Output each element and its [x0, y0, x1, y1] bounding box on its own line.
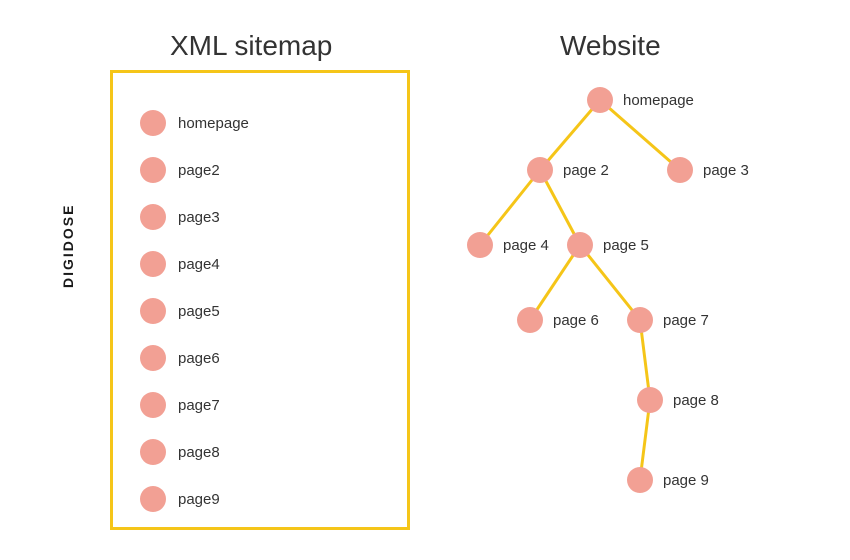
tree-node: page 3 [667, 157, 749, 183]
node-circle-icon [627, 307, 653, 333]
node-circle-icon [140, 298, 166, 324]
tree-node: page 7 [627, 307, 709, 333]
brand-watermark: DIGIDOSE [60, 204, 76, 288]
node-circle-icon [140, 251, 166, 277]
sitemap-item-label: homepage [178, 115, 249, 132]
node-circle-icon [467, 232, 493, 258]
sitemap-item: page7 [140, 392, 220, 418]
sitemap-item-label: page8 [178, 444, 220, 461]
tree-heading: Website [560, 30, 661, 62]
tree-node: page 6 [517, 307, 599, 333]
node-circle-icon [140, 439, 166, 465]
sitemap-item: homepage [140, 110, 249, 136]
tree-node-label: page 5 [603, 237, 649, 254]
sitemap-item: page3 [140, 204, 220, 230]
tree-node-label: page 9 [663, 472, 709, 489]
tree-node-label: page 4 [503, 237, 549, 254]
tree-node: page 9 [627, 467, 709, 493]
sitemap-item-label: page7 [178, 397, 220, 414]
sitemap-item-label: page3 [178, 209, 220, 226]
sitemap-item: page4 [140, 251, 220, 277]
node-circle-icon [517, 307, 543, 333]
node-circle-icon [637, 387, 663, 413]
node-circle-icon [140, 392, 166, 418]
sitemap-item-label: page6 [178, 350, 220, 367]
sitemap-item: page5 [140, 298, 220, 324]
sitemap-heading: XML sitemap [170, 30, 332, 62]
node-circle-icon [667, 157, 693, 183]
node-circle-icon [567, 232, 593, 258]
tree-node: page 8 [637, 387, 719, 413]
tree-node: homepage [587, 87, 694, 113]
sitemap-item-label: page9 [178, 491, 220, 508]
node-circle-icon [627, 467, 653, 493]
tree-node-label: page 3 [703, 162, 749, 179]
sitemap-item-label: page5 [178, 303, 220, 320]
tree-node: page 5 [567, 232, 649, 258]
sitemap-item: page8 [140, 439, 220, 465]
sitemap-item-label: page2 [178, 162, 220, 179]
node-circle-icon [587, 87, 613, 113]
node-circle-icon [140, 204, 166, 230]
tree-node-label: homepage [623, 92, 694, 109]
node-circle-icon [140, 345, 166, 371]
sitemap-item: page9 [140, 486, 220, 512]
sitemap-item: page2 [140, 157, 220, 183]
sitemap-item: page6 [140, 345, 220, 371]
tree-node-label: page 2 [563, 162, 609, 179]
node-circle-icon [527, 157, 553, 183]
sitemap-item-label: page4 [178, 256, 220, 273]
node-circle-icon [140, 486, 166, 512]
tree-node-label: page 6 [553, 312, 599, 329]
tree-node-label: page 7 [663, 312, 709, 329]
tree-node: page 4 [467, 232, 549, 258]
node-circle-icon [140, 110, 166, 136]
node-circle-icon [140, 157, 166, 183]
tree-node: page 2 [527, 157, 609, 183]
tree-node-label: page 8 [673, 392, 719, 409]
